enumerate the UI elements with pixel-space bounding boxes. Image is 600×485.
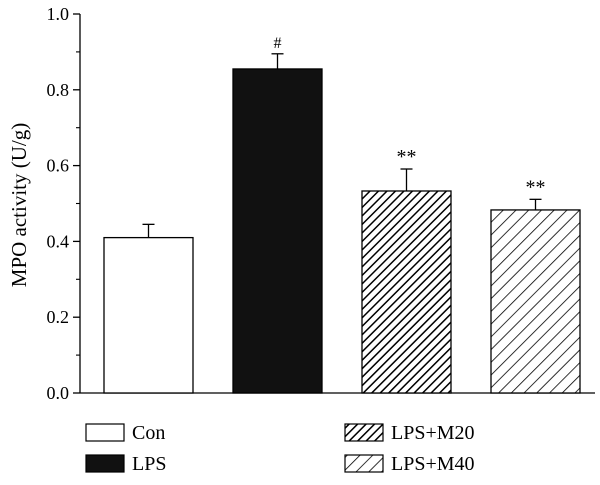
y-tick-label: 0.0 <box>47 383 70 403</box>
bar-con <box>103 236 194 394</box>
legend-label: LPS <box>132 453 166 475</box>
significance-label: ** <box>526 176 546 198</box>
legend-swatch <box>85 454 125 473</box>
legend-item: LPS <box>85 453 166 475</box>
significance-label: # <box>274 35 282 52</box>
plot-area: 0.0 0.2 0.4 0.6 0.8 1.0 # ** ** <box>47 4 595 403</box>
legend-item: Con <box>85 422 165 444</box>
bar-lps <box>232 68 323 394</box>
legend-swatch <box>85 423 125 442</box>
y-tick-label: 0.6 <box>47 156 70 176</box>
y-tick-label: 1.0 <box>47 4 70 24</box>
legend-swatch <box>344 423 384 442</box>
legend: Con LPS LPS+M20 LPS+M40 <box>85 422 475 475</box>
legend-item: LPS+M20 <box>344 422 475 444</box>
bar-lps-m40 <box>490 209 581 394</box>
legend-label: LPS+M20 <box>391 422 475 444</box>
legend-label: LPS+M40 <box>391 453 475 475</box>
bar-lps-m20 <box>361 190 452 394</box>
legend-item: LPS+M40 <box>344 453 475 475</box>
legend-swatch <box>344 454 384 473</box>
y-axis-label: MPO activity (U/g) <box>7 123 31 287</box>
y-tick-label: 0.8 <box>47 80 70 100</box>
y-tick-label: 0.2 <box>47 307 70 327</box>
y-tick-label: 0.4 <box>47 231 70 251</box>
significance-label: ** <box>397 146 417 168</box>
legend-label: Con <box>132 422 165 444</box>
